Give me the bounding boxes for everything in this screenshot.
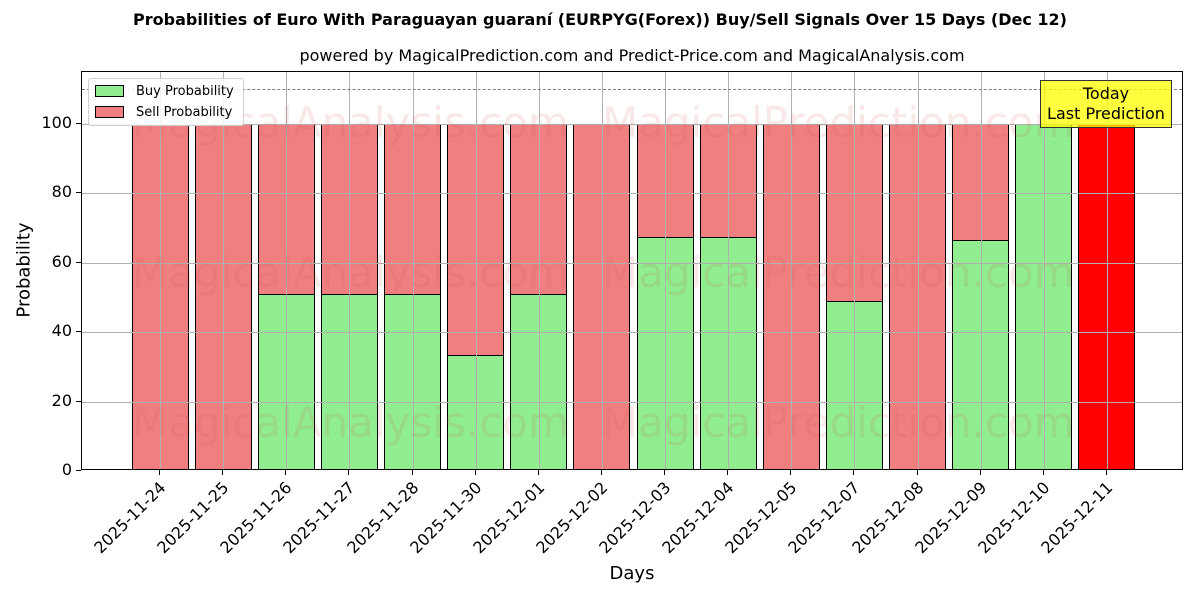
y-tick-mark	[76, 470, 81, 471]
gridline-vertical	[349, 72, 351, 469]
x-tick-mark	[159, 470, 160, 475]
gridline-vertical	[412, 72, 414, 469]
annotation-line-2: Last Prediction	[1047, 104, 1165, 123]
x-axis-label: Days	[609, 563, 655, 584]
x-tick-mark	[1105, 470, 1107, 475]
gridline-vertical	[854, 72, 856, 469]
legend: Buy Probability Sell Probability	[88, 78, 244, 126]
y-tick-mark	[76, 123, 81, 125]
y-tick-mark	[76, 400, 81, 402]
x-tick-mark	[664, 470, 666, 475]
gridline-vertical	[728, 72, 730, 469]
gridline-vertical	[286, 72, 288, 469]
x-tick-mark	[916, 470, 918, 475]
x-tick-mark	[285, 470, 287, 475]
buy-swatch-icon	[95, 85, 124, 97]
y-tick-mark	[76, 192, 81, 194]
legend-item-sell: Sell Probability	[95, 104, 232, 120]
x-tick-mark	[348, 470, 350, 475]
gridline-vertical	[791, 72, 793, 469]
x-tick-mark	[1042, 470, 1044, 475]
y-tick-label: 80	[51, 182, 72, 202]
gridline-horizontal	[82, 193, 1182, 195]
annotation-line-1: Today	[1082, 84, 1130, 103]
gridline-horizontal	[82, 124, 1182, 126]
gridline-horizontal	[82, 401, 1182, 403]
threshold-line	[82, 89, 1182, 91]
x-tick-mark	[600, 470, 602, 475]
sell-swatch-icon	[95, 106, 124, 118]
gridline-vertical	[601, 72, 603, 469]
legend-buy-label: Buy Probability	[136, 83, 234, 99]
gridline-vertical	[1106, 72, 1108, 469]
y-axis-label: Probability	[13, 222, 35, 318]
x-tick-mark	[537, 470, 539, 475]
gridline-vertical	[475, 72, 477, 469]
y-tick-label: 60	[51, 251, 72, 271]
gridline-vertical	[160, 72, 161, 469]
x-tick-mark	[790, 470, 792, 475]
gridline-horizontal	[82, 262, 1182, 264]
y-tick-label: 100	[41, 113, 72, 133]
y-tick-mark	[76, 261, 81, 263]
x-tick-mark	[727, 470, 729, 475]
gridline-vertical	[223, 72, 225, 469]
chart-title: Probabilities of Euro With Paraguayan gu…	[133, 10, 1067, 29]
gridline-horizontal	[82, 332, 1182, 334]
gridline-vertical	[1043, 72, 1045, 469]
x-tick-mark	[411, 470, 413, 475]
y-tick-label: 0	[61, 460, 72, 479]
gridline-vertical	[980, 72, 982, 469]
gridline-vertical	[917, 72, 919, 469]
legend-item-buy: Buy Probability	[95, 83, 234, 99]
x-tick-mark	[474, 470, 476, 475]
y-tick-label: 40	[51, 321, 72, 341]
today-annotation: Today Last Prediction	[1040, 80, 1172, 128]
x-tick-mark	[979, 470, 981, 475]
plot-area: MagicalAnalysis.com MagicalPrediction.com…	[81, 71, 1183, 470]
gridline-vertical	[538, 72, 540, 469]
gridline-vertical	[665, 72, 667, 469]
legend-sell-label: Sell Probability	[136, 104, 233, 120]
x-tick-mark	[222, 470, 224, 475]
x-tick-mark	[853, 470, 855, 475]
y-tick-mark	[76, 331, 81, 333]
chart-subtitle: powered by MagicalPrediction.com and Pre…	[299, 46, 965, 65]
y-tick-label: 20	[51, 390, 72, 410]
